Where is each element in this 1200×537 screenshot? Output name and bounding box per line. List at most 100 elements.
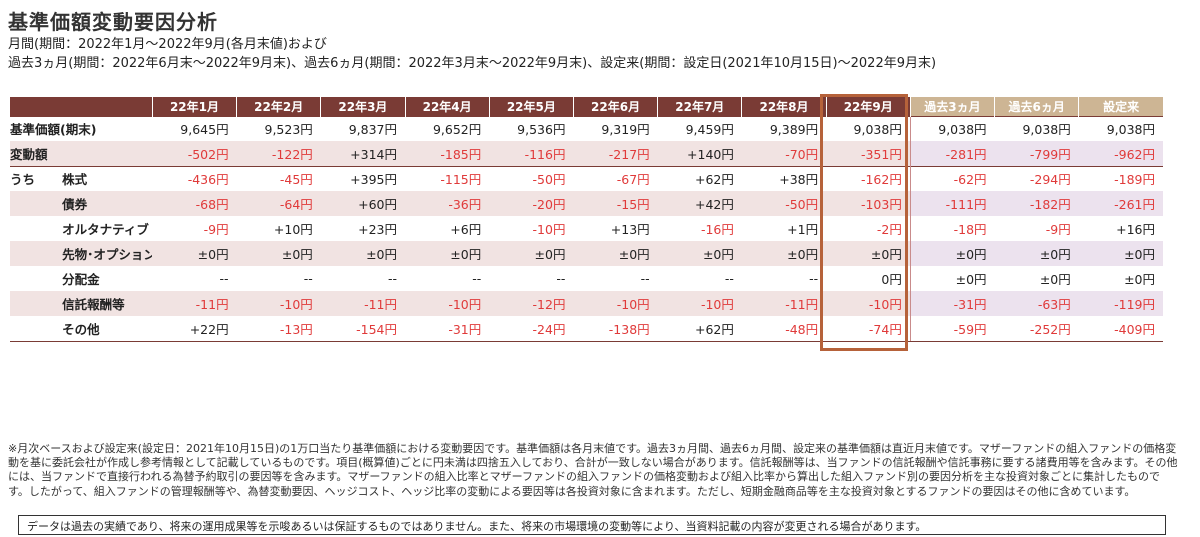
month-value-cell: -15円 xyxy=(573,191,658,216)
table-row: 債券 -68円 -64円 +60円 -36円 -20円 -15円 +42円 -50円 -103円 -… xyxy=(10,191,1163,216)
month-value-cell: -48円 xyxy=(741,316,827,342)
month-value-cell: -- xyxy=(640,271,650,286)
month-value-cell: -- xyxy=(724,271,734,286)
month-value-cell: -122円 xyxy=(236,141,321,166)
month-value-cell: -10円 xyxy=(236,291,321,316)
month-value-cell: +38円 xyxy=(741,165,827,191)
column-header-month: 22年3月 xyxy=(320,97,406,116)
month-value-cell: 9,645円 xyxy=(152,115,237,141)
month-value-cell: -- xyxy=(556,271,566,286)
month-value-cell: -116円 xyxy=(489,141,574,166)
month-value-cell: ±0円 xyxy=(741,241,827,266)
row-label: オルタナティブ xyxy=(62,222,149,237)
page-title: 基準価額変動要因分析 xyxy=(8,10,218,34)
row-prefix xyxy=(10,316,43,342)
month-value-cell: -162円 xyxy=(826,165,911,191)
column-header-month: 22年6月 xyxy=(572,97,658,116)
column-header-period: 設定来 xyxy=(1078,97,1163,116)
month-value-cell: -70円 xyxy=(741,141,827,166)
table-row: その他 +22円 -13円 -154円 -31円 -24円 -138円 +62円 -48円 -74… xyxy=(10,316,1163,342)
month-value-cell: 9,459円 xyxy=(657,115,742,141)
month-value-cell: -103円 xyxy=(826,191,911,216)
period-value-cell: -281円 xyxy=(910,141,995,166)
month-value-cell: +1円 xyxy=(787,222,819,237)
period-note-monthly: 月間(期間：2022年1月～2022年9月(各月末値)および xyxy=(8,37,327,52)
period-value-cell: ±0円 xyxy=(910,266,995,291)
period-value-cell: ±0円 xyxy=(994,241,1079,266)
period-value-cell: +16円 xyxy=(1078,216,1163,241)
month-value-cell: -138円 xyxy=(573,316,658,342)
row-prefix: うち xyxy=(10,165,43,191)
period-note-cumulative: 過去3ヵ月(期間：2022年6月末～2022年9月末)、過去6ヵ月(期間：202… xyxy=(8,56,937,71)
month-value-cell: 9,837円 xyxy=(320,115,406,141)
attribution-table: 22年1月 22年2月 22年3月 22年4月 22年5月 22年6月 22年7… xyxy=(10,97,1163,342)
month-value-cell: +62円 xyxy=(657,165,742,191)
month-value-cell: -- xyxy=(303,271,313,286)
month-value-cell: -185円 xyxy=(405,141,490,166)
column-header-month: 22年1月 xyxy=(151,97,237,116)
column-header-month: 22年7月 xyxy=(657,97,742,116)
period-value-cell: -962円 xyxy=(1078,141,1163,166)
table-row: 信託報酬等 -11円 -10円 -11円 -10円 -12円 -10円 -10円 -11円 -10… xyxy=(10,291,1163,316)
table-row: 分配金 -- -- -- -- -- -- -- -- 0円 ±0円 ±0円 ±0円 xyxy=(10,266,1163,291)
month-value-cell: -10円 xyxy=(573,291,658,316)
row-label: 先物･オプション xyxy=(42,241,153,266)
column-header-month: 22年5月 xyxy=(488,97,574,116)
month-value-cell: ±0円 xyxy=(489,241,574,266)
table-body: 基準価額(期末) 9,645円 9,523円 9,837円 9,652円 9,536円 9,… xyxy=(10,115,1163,342)
month-value-cell: ±0円 xyxy=(657,241,742,266)
row-label: 信託報酬等 xyxy=(42,291,153,316)
month-value-cell: ±0円 xyxy=(320,241,406,266)
period-value-cell: -62円 xyxy=(910,165,995,191)
month-value-cell: -115円 xyxy=(405,165,490,191)
month-value-cell: -351円 xyxy=(826,141,911,166)
month-value-cell: -10円 xyxy=(657,291,742,316)
period-value-cell: -31円 xyxy=(910,291,995,316)
month-value-cell: ±0円 xyxy=(405,241,490,266)
month-value-cell: -50円 xyxy=(489,165,574,191)
month-value-cell: -11円 xyxy=(741,291,827,316)
row-prefix xyxy=(10,266,42,291)
period-value-cell: -261円 xyxy=(1078,191,1163,216)
month-value-cell: -10円 xyxy=(405,291,490,316)
period-value-cell: ±0円 xyxy=(910,241,995,266)
month-value-cell: -11円 xyxy=(152,291,237,316)
month-value-cell: -217円 xyxy=(573,141,658,166)
month-value-cell: +42円 xyxy=(657,191,742,216)
table-row: 変動額 -502円 -122円 +314円 -185円 -116円 -217円 +140円 -7… xyxy=(10,141,1163,166)
table-row: 先物･オプション ±0円 ±0円 ±0円 ±0円 ±0円 ±0円 ±0円 ±0円 ±0円 ±0円 ±0… xyxy=(10,241,1163,266)
month-value-cell: 9,389円 xyxy=(741,115,827,141)
period-value-cell: -189円 xyxy=(1078,165,1163,191)
month-value-cell: -67円 xyxy=(573,165,658,191)
month-value-cell: -13円 xyxy=(236,316,321,342)
row-label: 基準価額(期末) xyxy=(10,115,153,141)
table-header-row: 22年1月 22年2月 22年3月 22年4月 22年5月 22年6月 22年7… xyxy=(10,97,1163,116)
column-header-month: 22年4月 xyxy=(404,97,490,116)
month-value-cell: +62円 xyxy=(657,316,742,342)
month-value-cell: -45円 xyxy=(236,165,321,191)
row-label: 株式 xyxy=(42,165,153,191)
month-value-cell: +10円 xyxy=(273,222,313,237)
month-value-cell: ±0円 xyxy=(152,241,237,266)
month-value-cell: -50円 xyxy=(741,191,827,216)
month-value-cell: -20円 xyxy=(489,191,574,216)
disclaimer-box: データは過去の実績であり、将来の運用成果等を示唆あるいは保証するものではありませ… xyxy=(18,515,1166,535)
column-header-period: 過去3ヵ月 xyxy=(909,97,995,116)
month-value-cell: 9,523円 xyxy=(236,115,321,141)
month-value-cell: -- xyxy=(472,271,482,286)
month-value-cell: -10円 xyxy=(826,291,911,316)
month-value-cell: 9,038円 xyxy=(826,115,911,141)
period-value-cell: 9,038円 xyxy=(1078,115,1163,141)
month-value-cell: -74円 xyxy=(826,316,911,342)
footnote-text: ※月次ベースおよび設定来(設定日：2021年10月15日)の1万口当たり基準価額… xyxy=(8,442,1178,498)
period-value-cell: -182円 xyxy=(994,191,1079,216)
month-value-cell: -- xyxy=(219,271,229,286)
table-row: 基準価額(期末) 9,645円 9,523円 9,837円 9,652円 9,536円 9,… xyxy=(10,115,1163,141)
month-value-cell: -64円 xyxy=(236,191,321,216)
month-value-cell: +314円 xyxy=(320,141,406,166)
month-value-cell: -9円 xyxy=(203,222,229,237)
period-value-cell: ±0円 xyxy=(1078,266,1163,291)
month-value-cell: 9,319円 xyxy=(573,115,658,141)
month-value-cell: 0円 xyxy=(826,266,911,291)
month-value-cell: -2円 xyxy=(826,216,911,241)
